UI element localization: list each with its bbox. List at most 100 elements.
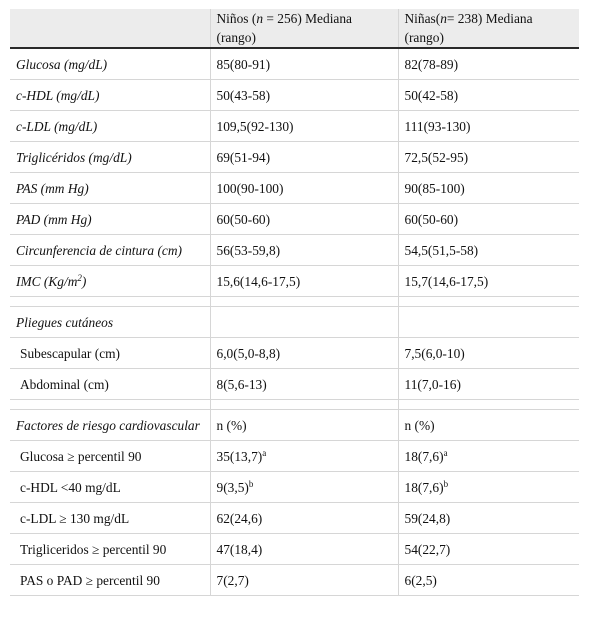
table-header: Niños (n = 256) Mediana (rango) Niñas(n=… — [10, 9, 579, 49]
ninas-value: 59(24,8) — [397, 502, 579, 534]
table-body: Glucosa (mg/dL) 85(80-91) 82(78-89) c-HD… — [10, 48, 579, 596]
row-label: c-HDL (mg/dL) — [10, 79, 210, 111]
ninas-value: 7,5(6,0-10) — [397, 337, 579, 369]
ninos-value: 15,6(14,6-17,5) — [209, 265, 398, 297]
table-row: IMC (Kg/m2) 15,6(14,6-17,5) 15,7(14,6-17… — [10, 265, 579, 297]
ninas-n-pct-head: n (%) — [397, 409, 579, 441]
spacer-cell — [10, 296, 210, 307]
ninos-value: 60(50-60) — [209, 203, 398, 235]
row-label: Circunferencia de cintura (cm) — [10, 234, 210, 266]
footnote-mark: a — [262, 448, 267, 458]
ninos-value: 35(13,7)a — [209, 440, 398, 472]
ninas-value: 111(93-130) — [397, 110, 579, 142]
imc-label-sup: 2 — [77, 273, 82, 283]
table-row: Trigliceridos ≥ percentil 90 47(18,4) 54… — [10, 533, 579, 565]
row-label: PAD (mm Hg) — [10, 203, 210, 235]
data-table: Niños (n = 256) Mediana (rango) Niñas(n=… — [10, 9, 579, 596]
header-ninos-b: = 256) Mediana (rango) — [216, 11, 353, 45]
ninas-value: 60(50-60) — [397, 203, 579, 235]
footnote-mark: b — [248, 479, 254, 489]
ninas-value: 50(42-58) — [397, 79, 579, 111]
ninos-value: 47(18,4) — [209, 533, 398, 565]
spacer-cell — [10, 399, 210, 410]
row-label: IMC (Kg/m2) — [10, 265, 210, 297]
row-label: Trigliceridos ≥ percentil 90 — [10, 533, 210, 565]
ninos-value: 8(5,6-13) — [209, 368, 398, 400]
header-row: Niños (n = 256) Mediana (rango) Niñas(n=… — [10, 9, 579, 49]
section-row: Factores de riesgo cardiovascular n (%) … — [10, 409, 579, 441]
table-row: Glucosa (mg/dL) 85(80-91) 82(78-89) — [10, 48, 579, 80]
header-ninas-a: Niñas( — [404, 11, 441, 26]
ninos-count: 35(13,7) — [216, 449, 263, 464]
table-row: PAD (mm Hg) 60(50-60) 60(50-60) — [10, 203, 579, 235]
ninos-n-pct-head: n (%) — [209, 409, 398, 441]
ninas-value: 18(7,6)a — [397, 440, 579, 472]
row-label: Glucosa (mg/dL) — [10, 48, 210, 80]
ninos-value: 7(2,7) — [209, 564, 398, 596]
spacer-cell — [209, 296, 398, 307]
header-ninas-b: = 238) Mediana (rango) — [404, 11, 533, 45]
empty-cell — [397, 306, 579, 338]
table-row: Subescapular (cm) 6,0(5,0-8,8) 7,5(6,0-1… — [10, 337, 579, 369]
header-ninos: Niños (n = 256) Mediana (rango) — [209, 9, 398, 49]
imc-label-b: ) — [81, 274, 87, 289]
ninos-value: 50(43-58) — [209, 79, 398, 111]
ninos-count: 9(3,5) — [216, 480, 249, 495]
spacer-cell — [397, 399, 579, 410]
header-ninos-n: n — [256, 11, 264, 26]
ninas-value: 11(7,0-16) — [397, 368, 579, 400]
ninas-value: 72,5(52-95) — [397, 141, 579, 173]
ninas-value: 54(22,7) — [397, 533, 579, 565]
table-row: PAS o PAD ≥ percentil 90 7(2,7) 6(2,5) — [10, 564, 579, 596]
ninas-value: 90(85-100) — [397, 172, 579, 204]
header-ninas: Niñas(n= 238) Mediana (rango) — [397, 9, 579, 49]
header-empty-cell — [10, 9, 210, 49]
row-label: PAS (mm Hg) — [10, 172, 210, 204]
ninos-value: 9(3,5)b — [209, 471, 398, 503]
ninas-value: 6(2,5) — [397, 564, 579, 596]
table-row: Abdominal (cm) 8(5,6-13) 11(7,0-16) — [10, 368, 579, 400]
row-label: c-LDL (mg/dL) — [10, 110, 210, 142]
ninas-value: 82(78-89) — [397, 48, 579, 80]
section-title-pliegues: Pliegues cutáneos — [10, 306, 210, 338]
ninos-value: 85(80-91) — [209, 48, 398, 80]
header-ninas-n: n — [440, 11, 447, 26]
row-label: c-LDL ≥ 130 mg/dL — [10, 502, 210, 534]
table-row: Circunferencia de cintura (cm) 56(53-59,… — [10, 234, 579, 266]
ninos-value: 100(90-100) — [209, 172, 398, 204]
ninas-value: 18(7,6)b — [397, 471, 579, 503]
ninos-value: 69(51-94) — [209, 141, 398, 173]
table-row: Glucosa ≥ percentil 90 35(13,7)a 18(7,6)… — [10, 440, 579, 472]
row-label: Glucosa ≥ percentil 90 — [10, 440, 210, 472]
ninos-value: 6,0(5,0-8,8) — [209, 337, 398, 369]
table-row: Triglicéridos (mg/dL) 69(51-94) 72,5(52-… — [10, 141, 579, 173]
section-row: Pliegues cutáneos — [10, 306, 579, 338]
empty-cell — [209, 306, 398, 338]
header-ninos-a: Niños ( — [216, 11, 257, 26]
section-title-factores: Factores de riesgo cardiovascular — [10, 409, 210, 441]
row-label: Subescapular (cm) — [10, 337, 210, 369]
ninos-value: 109,5(92-130) — [209, 110, 398, 142]
table-row: c-HDL (mg/dL) 50(43-58) 50(42-58) — [10, 79, 579, 111]
imc-label-a: IMC (Kg/m — [16, 274, 78, 289]
ninas-count: 18(7,6) — [404, 480, 444, 495]
table-row: PAS (mm Hg) 100(90-100) 90(85-100) — [10, 172, 579, 204]
ninas-value: 15,7(14,6-17,5) — [397, 265, 579, 297]
row-label: c-HDL <40 mg/dL — [10, 471, 210, 503]
spacer-row — [10, 296, 579, 307]
spacer-cell — [209, 399, 398, 410]
ninas-count: 18(7,6) — [404, 449, 444, 464]
footnote-mark: b — [443, 479, 449, 489]
row-label: Triglicéridos (mg/dL) — [10, 141, 210, 173]
row-label: Abdominal (cm) — [10, 368, 210, 400]
spacer-row — [10, 399, 579, 410]
ninas-value: 54,5(51,5-58) — [397, 234, 579, 266]
table-row: c-HDL <40 mg/dL 9(3,5)b 18(7,6)b — [10, 471, 579, 503]
ninos-value: 56(53-59,8) — [209, 234, 398, 266]
table-row: c-LDL (mg/dL) 109,5(92-130) 111(93-130) — [10, 110, 579, 142]
table-row: c-LDL ≥ 130 mg/dL 62(24,6) 59(24,8) — [10, 502, 579, 534]
spacer-cell — [397, 296, 579, 307]
footnote-mark: a — [443, 448, 448, 458]
ninos-value: 62(24,6) — [209, 502, 398, 534]
row-label: PAS o PAD ≥ percentil 90 — [10, 564, 210, 596]
